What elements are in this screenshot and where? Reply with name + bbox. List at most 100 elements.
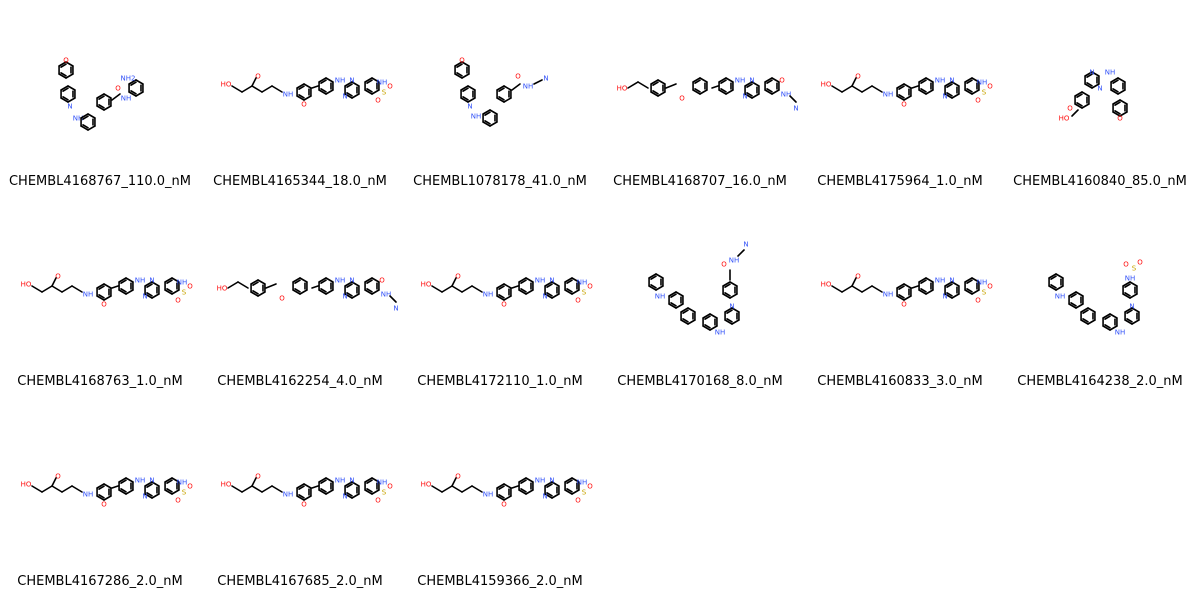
atom-label: NH	[335, 77, 346, 85]
atom-label: NH	[177, 279, 188, 287]
atom-label: O	[115, 85, 121, 93]
atom-label: NH	[83, 491, 94, 499]
atom-label: N	[393, 305, 398, 313]
atom-label: N	[742, 93, 747, 101]
molecule-label: CHEMBL4168767_110.0_nM	[8, 174, 191, 189]
atom-label: NH	[1125, 275, 1136, 283]
atom-label: O	[575, 297, 581, 305]
atom-label: NH	[977, 279, 988, 287]
atom-label: O	[587, 483, 593, 491]
atom-label: N	[142, 493, 147, 501]
atom-label: N	[349, 77, 354, 85]
molecule-cell: HO O NH O NH N N NH S O O CHEMBL4172110_1.0_nM	[400, 200, 600, 400]
atom-label: O	[515, 73, 521, 81]
atom-label: NH	[577, 279, 588, 287]
atom-label: NH	[1115, 329, 1126, 337]
atom-label: NH	[655, 293, 666, 301]
atom-label: N	[342, 293, 347, 301]
molecule-cell: NH NH N O NH N CHEMBL4170168_8.0_nM	[600, 200, 800, 400]
molecule-label: CHEMBL4168707_16.0_nM	[613, 174, 787, 189]
atom-label: N	[149, 277, 154, 285]
molecule-cell: N N NH O HO O CHEMBL4160840_85.0_nM	[1000, 0, 1200, 200]
atom-label: NH	[83, 291, 94, 299]
atom-label: HO	[821, 281, 832, 289]
atom-label: O	[901, 301, 907, 309]
atom-label: NH2	[121, 75, 136, 83]
atom-label: N	[543, 75, 548, 83]
atom-label: O	[987, 83, 993, 91]
molecule-cell: HO O NH O NH N N NH S O O CHEMBL4175964_1.0_nM	[800, 0, 1000, 200]
atom-label: N	[549, 277, 554, 285]
atom-label: N	[542, 293, 547, 301]
atom-label: NH	[1055, 293, 1066, 301]
atom-label: O	[375, 497, 381, 505]
atom-label: NH	[883, 91, 894, 99]
atom-label: O	[387, 83, 393, 91]
molecule-label: CHEMBL4165344_18.0_nM	[213, 174, 387, 189]
atom-label: O	[855, 273, 861, 281]
atom-label: N	[342, 493, 347, 501]
atom-label: NH	[135, 277, 146, 285]
atom-label: NH	[283, 491, 294, 499]
atom-label: NH	[283, 91, 294, 99]
atom-label: O	[679, 95, 685, 103]
atom-label: NH	[577, 479, 588, 487]
atom-label: O	[387, 483, 393, 491]
atom-label: N	[743, 241, 748, 249]
atom-label: O	[855, 73, 861, 81]
atom-label: N	[342, 93, 347, 101]
molecule-label: CHEMBL4160840_85.0_nM	[1013, 174, 1187, 189]
atom-label: HO	[21, 481, 32, 489]
atom-label: O	[1137, 259, 1143, 267]
atom-label: NH	[177, 479, 188, 487]
molecule-label: CHEMBL4170168_8.0_nM	[617, 374, 783, 389]
molecule-cell: HO O NH O NH N N NH S O O CHEMBL4160833_3.0_nM	[800, 200, 1000, 400]
atom-label: S	[382, 489, 387, 497]
atom-label: N	[942, 93, 947, 101]
atom-label: S	[1132, 265, 1137, 273]
atom-label: NH	[121, 95, 132, 103]
atom-label: O	[901, 101, 907, 109]
atom-label: O	[55, 473, 61, 481]
atom-label: O	[779, 77, 785, 85]
atom-label: N	[542, 493, 547, 501]
atom-label: N	[949, 77, 954, 85]
atom-label: O	[279, 295, 285, 303]
atom-label: O	[255, 73, 261, 81]
molecule-label: CHEMBL4168763_1.0_nM	[17, 374, 183, 389]
atom-label: NH	[381, 291, 392, 299]
atom-label: S	[182, 489, 187, 497]
atom-label: N	[149, 477, 154, 485]
atom-label: N	[142, 293, 147, 301]
molecule-label: CHEMBL4167685_2.0_nM	[217, 574, 383, 589]
atom-label: O	[55, 273, 61, 281]
atom-label: N	[942, 293, 947, 301]
atom-label: NH	[935, 277, 946, 285]
atom-label: O	[501, 501, 507, 509]
atom-label: O	[721, 261, 727, 269]
atom-label: O	[975, 297, 981, 305]
molecule-cell: O N NH O NH NH2 CHEMBL4168767_110.0_nM	[0, 0, 200, 200]
atom-label: O	[455, 473, 461, 481]
atom-label: N	[729, 303, 734, 311]
atom-label: HO	[21, 281, 32, 289]
atom-label: N	[349, 277, 354, 285]
molecule-cell: O N NH O NH N CHEMBL1078178_41.0_nM	[400, 0, 600, 200]
molecule-cell: HO O NH O NH N N NH S O O CHEMBL4167685_2.0_nM	[200, 400, 400, 600]
atom-label: N	[949, 277, 954, 285]
atom-label: NH	[135, 477, 146, 485]
